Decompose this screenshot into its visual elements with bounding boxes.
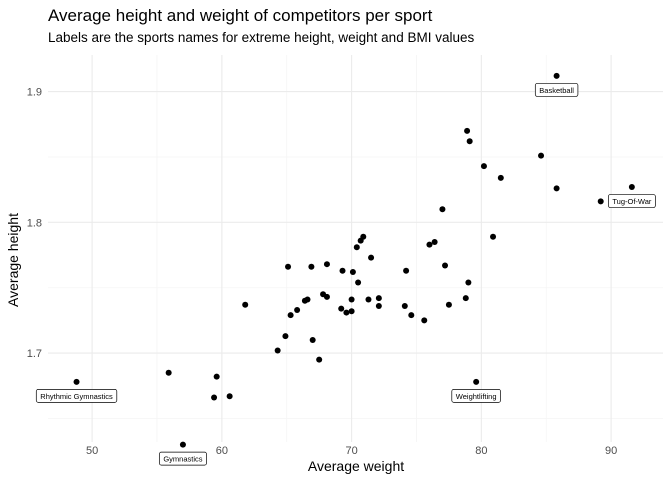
data-point [375,303,382,310]
data-point [282,333,289,340]
data-point [553,72,560,79]
label-text: Rhythmic Gymnastics [40,392,113,401]
label-box [158,451,207,466]
label-text: Weightlifting [456,392,497,401]
x-tick-label: 60 [216,445,228,457]
data-point [165,369,172,376]
data-point [375,295,382,302]
data-point [431,238,438,245]
x-axis-title: Average weight [308,458,404,474]
y-tick-label: 1.7 [27,348,42,360]
data-point [323,293,330,300]
minor-gridlines [48,55,663,442]
data-point [353,244,360,251]
data-point [408,312,415,319]
data-point [538,152,545,159]
data-point [309,337,316,344]
label-box [35,389,118,403]
y-tick-label: 1.9 [27,87,42,99]
point-labels: Basketball Tug-Of-War Rhythmic Gymnastics W… [35,83,656,466]
y-axis-ticks: 1.7 1.8 1.9 [27,87,42,360]
data-point [348,308,355,315]
data-point [73,378,80,385]
data-point [465,279,472,286]
data-point [439,206,446,213]
data-point [226,393,233,400]
point-label: Rhythmic Gymnastics [35,389,118,403]
data-point [308,263,315,270]
data-point [343,309,350,316]
data-point [294,306,301,313]
data-point [421,317,428,324]
data-point [355,279,362,286]
y-axis-title: Average height [5,213,21,307]
data-point [553,185,560,192]
point-label: Gymnastics [158,451,207,466]
data-point [628,184,635,191]
data-point [403,267,410,274]
data-point [401,303,408,310]
data-points [73,72,635,448]
y-tick-label: 1.8 [27,217,42,229]
data-point [349,269,356,276]
label-box [607,194,656,208]
data-point [445,301,452,308]
data-point [462,295,469,302]
data-point [211,394,218,401]
data-point [480,163,487,170]
x-tick-label: 70 [345,445,357,457]
data-point [464,127,471,134]
data-point [179,441,186,448]
data-point [242,301,249,308]
x-tick-label: 80 [475,445,487,457]
data-point [348,296,355,303]
data-point [323,261,330,268]
label-text: Gymnastics [163,455,202,464]
data-point [338,305,345,312]
data-point [426,241,433,248]
label-box [451,389,501,403]
data-point [360,233,367,240]
data-point [285,263,292,270]
data-point [287,312,294,319]
data-point [365,296,372,303]
data-point [442,262,449,269]
point-label: Weightlifting [451,389,501,403]
label-text: Tug-Of-War [612,197,652,206]
point-label: Basketball [534,83,579,97]
x-tick-label: 90 [605,445,617,457]
data-point [597,198,604,205]
label-text: Basketball [539,86,574,95]
label-box [534,83,579,97]
data-point [213,373,220,380]
data-point [304,296,311,303]
data-point [466,138,473,145]
data-point [490,233,497,240]
data-point [339,267,346,274]
data-point [368,254,375,261]
chart-subtitle: Labels are the sports names for extreme … [48,30,474,45]
point-label: Tug-Of-War [607,194,656,208]
data-point [316,356,323,363]
x-tick-label: 50 [86,445,98,457]
data-point [497,174,504,181]
data-point [473,378,480,385]
x-axis-ticks: 50 60 70 80 90 [86,445,617,457]
data-point [274,347,281,354]
chart-title: Average height and weight of competitors… [48,6,433,25]
